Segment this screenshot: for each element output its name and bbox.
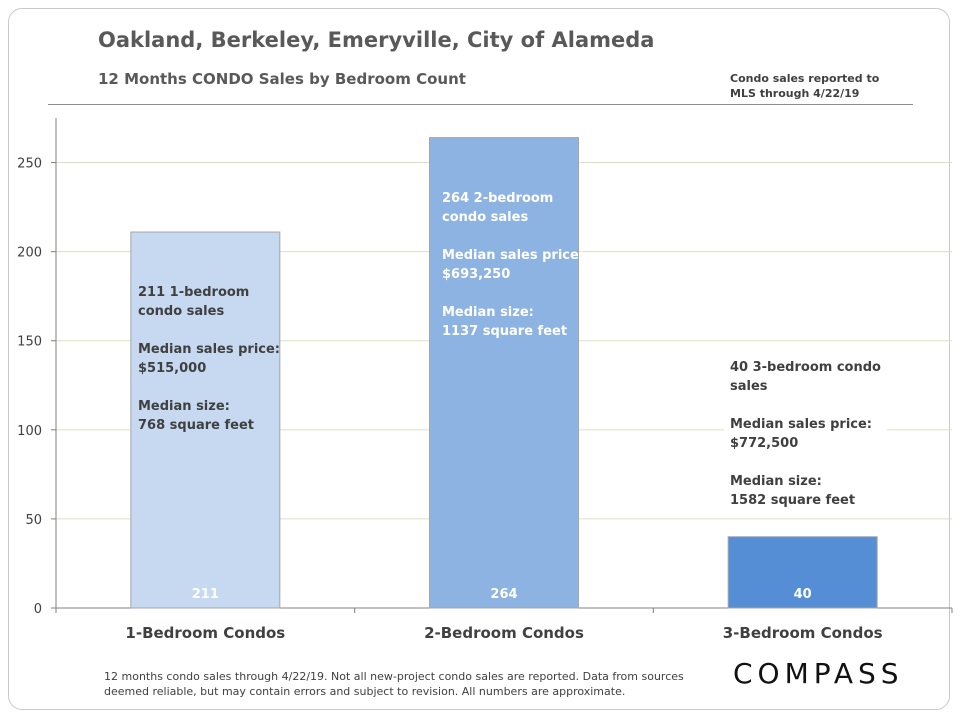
annotation-line: 264 2-bedroom (442, 191, 554, 206)
bar (130, 231, 281, 609)
annotation-2-bedroom: 264 2-bedroom condo sales Median sales pr… (442, 189, 584, 341)
annotation-size: 1137 square feet (442, 324, 568, 339)
annotation-1-bedroom: 211 1-bedroom condo sales Median sales pr… (138, 283, 280, 435)
annotation-line: 211 1-bedroom (138, 285, 250, 300)
annotation-3-bedroom: 40 3-bedroom condo sales Median sales pri… (724, 354, 887, 514)
annotation-size: 768 square feet (138, 418, 254, 433)
compass-logo: COMPASS (733, 657, 904, 690)
y-tick-label: 0 (34, 602, 42, 617)
annotation-price: $515,000 (138, 361, 207, 376)
y-tick-label: 200 (17, 246, 42, 261)
header-divider (48, 104, 913, 105)
annotation-line: condo sales (442, 210, 529, 225)
footer-line-2: deemed reliable, but may contain errors … (104, 685, 626, 698)
y-tick-label: 50 (25, 513, 42, 528)
y-tick-label: 150 (17, 335, 42, 350)
annotation-line: condo sales (138, 304, 225, 319)
note-line-1: Condo sales reported to (730, 72, 880, 85)
annotation-size: 1582 square feet (730, 493, 856, 508)
annotation-price: $772,500 (730, 436, 799, 451)
annotation-line: sales (730, 379, 768, 394)
bar-data-label: 264 (490, 587, 517, 602)
chart-title: Oakland, Berkeley, Emeryville, City of A… (98, 28, 655, 52)
y-tick-label: 250 (17, 157, 42, 172)
x-category-label: 3-Bedroom Condos (723, 624, 883, 642)
x-category-label: 1-Bedroom Condos (125, 624, 285, 642)
data-source-note: Condo sales reported to MLS through 4/22… (730, 71, 879, 101)
y-tick-label: 100 (17, 424, 42, 439)
annotation-size-label: Median size: (138, 399, 230, 414)
annotation-size-label: Median size: (730, 474, 822, 489)
annotation-price-label: Median sales price: (138, 342, 281, 357)
chart-subtitle: 12 Months CONDO Sales by Bedroom Count (98, 70, 466, 88)
annotation-line: 40 3-bedroom condo (730, 360, 881, 375)
footer-line-1: 12 months condo sales through 4/22/19. N… (104, 670, 684, 683)
footer-disclaimer: 12 months condo sales through 4/22/19. N… (104, 669, 714, 699)
annotation-price-label: Median sales price: (442, 248, 585, 263)
slide-frame (8, 8, 950, 710)
bar-data-label: 211 (192, 587, 219, 602)
annotation-price-label: Median sales price: (730, 417, 873, 432)
bar (429, 137, 579, 609)
annotation-size-label: Median size: (442, 305, 534, 320)
annotation-price: $693,250 (442, 267, 511, 282)
bar-data-label: 40 (794, 587, 812, 602)
note-line-2: MLS through 4/22/19 (730, 87, 860, 100)
bar (727, 536, 878, 609)
x-category-label: 2-Bedroom Condos (424, 624, 584, 642)
